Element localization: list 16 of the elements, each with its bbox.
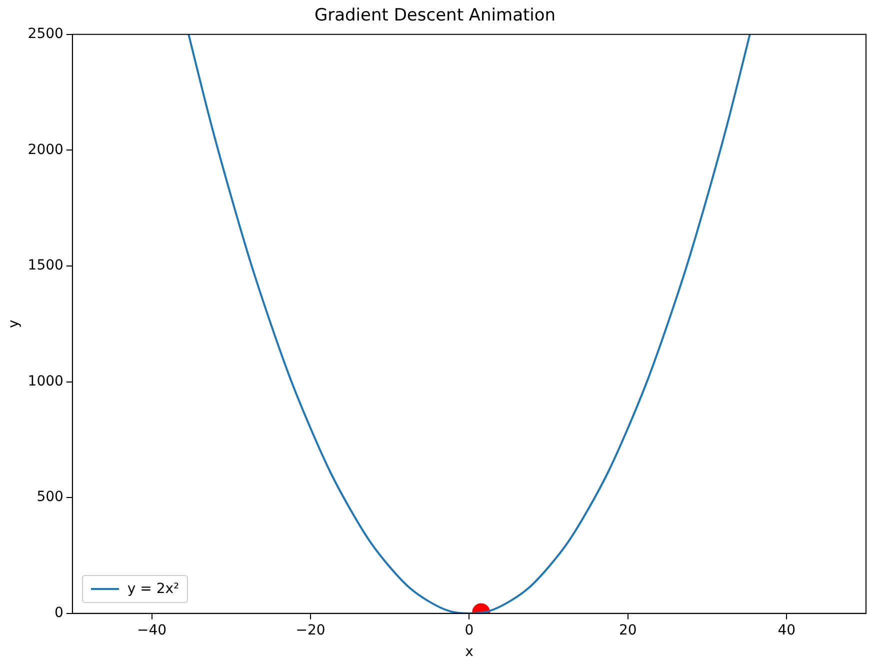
line-series — [188, 34, 751, 614]
x-tick-label: −20 — [296, 622, 326, 638]
y-tick-label: 2500 — [28, 26, 64, 42]
x-tick-label: 0 — [464, 622, 474, 638]
x-axis-title: x — [465, 644, 474, 660]
legend-label: y = 2x² — [127, 581, 180, 598]
y-tick-label: 1000 — [28, 373, 64, 390]
y-axis-title: y — [6, 320, 22, 328]
x-tick-label: −40 — [137, 622, 167, 638]
x-tick-label: 20 — [619, 622, 637, 638]
y-tick-label: 2000 — [28, 142, 64, 158]
y-tick-label: 1500 — [28, 258, 64, 274]
y-tick-label: 0 — [54, 605, 64, 622]
chart-title: Gradient Descent Animation — [314, 6, 556, 26]
y-tick-label: 500 — [36, 489, 64, 506]
x-tick-label: 40 — [778, 622, 796, 638]
